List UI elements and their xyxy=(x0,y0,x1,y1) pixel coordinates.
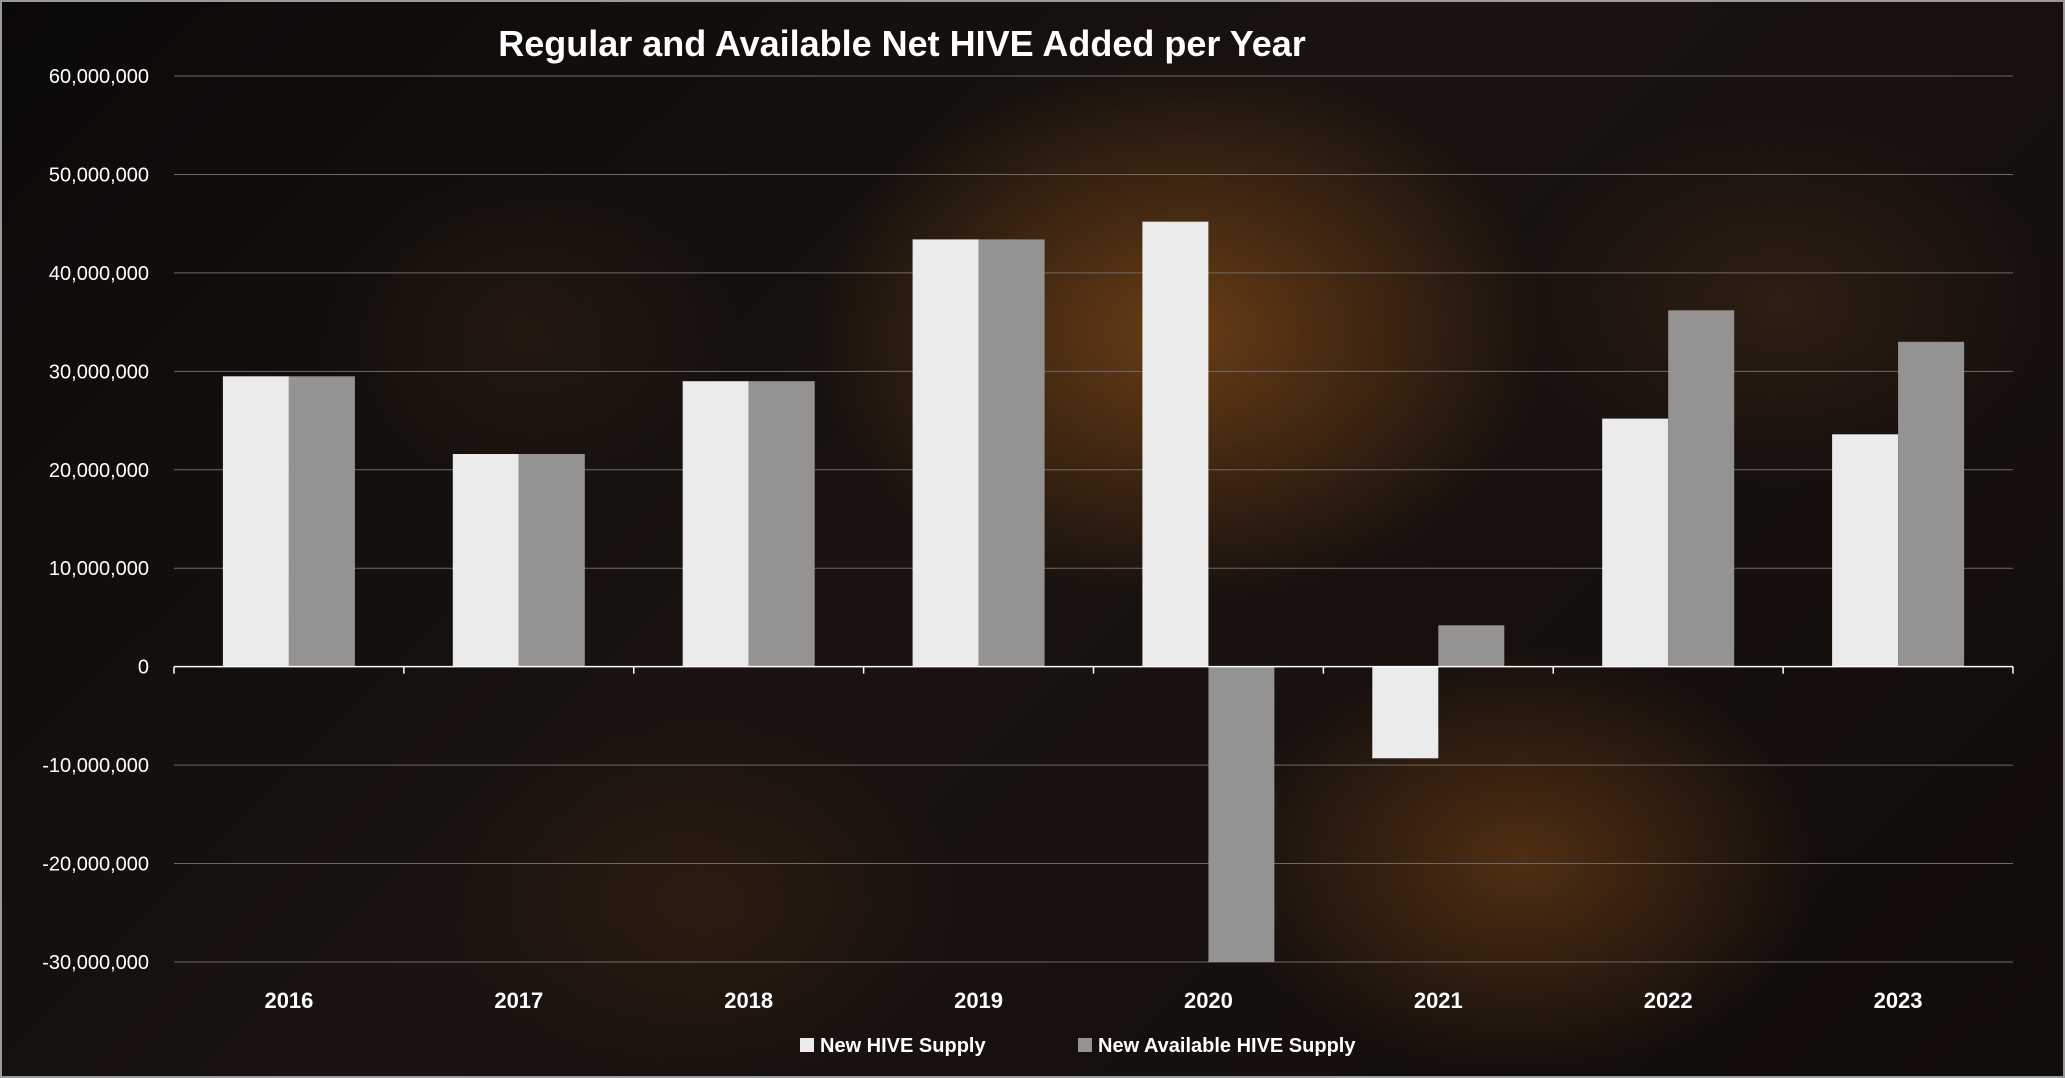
legend: New HIVE Supply New Available HIVE Suppl… xyxy=(800,1035,1356,1057)
bar-new-hive-supply-2019 xyxy=(912,239,979,667)
bar-new-hive-supply-2023 xyxy=(1832,434,1899,667)
y-tick-label: 30,000,000 xyxy=(49,361,149,383)
y-tick-label: 60,000,000 xyxy=(49,66,149,88)
bar-new-hive-supply-2016 xyxy=(222,376,289,667)
bar-new-available-hive-supply-2021 xyxy=(1438,625,1505,667)
bar-new-available-hive-supply-2023 xyxy=(1898,341,1965,667)
bar-new-available-hive-supply-2022 xyxy=(1668,310,1735,667)
y-tick-label: 50,000,000 xyxy=(49,164,149,186)
y-tick-label: 40,000,000 xyxy=(49,263,149,285)
y-tick-label: -20,000,000 xyxy=(42,854,149,876)
x-tick-label: 2017 xyxy=(494,988,543,1013)
bar-new-available-hive-supply-2019 xyxy=(978,239,1045,667)
x-tick-label: 2018 xyxy=(724,988,773,1013)
x-tick-label: 2016 xyxy=(264,988,313,1013)
x-tick-label: 2022 xyxy=(1644,988,1693,1013)
bar-new-available-hive-supply-2017 xyxy=(518,454,585,667)
gridlines xyxy=(174,75,2013,963)
legend-swatch-new-hive-supply xyxy=(800,1038,814,1052)
y-tick-label: -30,000,000 xyxy=(42,952,149,974)
x-axis-tick-labels: 2016 2017 2018 2019 2020 2021 2022 2023 xyxy=(264,988,1922,1013)
x-tick-label: 2023 xyxy=(1874,988,1923,1013)
bar-new-hive-supply-2018 xyxy=(682,381,749,667)
bar-new-hive-supply-2021 xyxy=(1372,666,1439,759)
y-tick-label: 20,000,000 xyxy=(49,460,149,482)
y-tick-label: 0 xyxy=(138,657,149,679)
x-tick-label: 2020 xyxy=(1184,988,1233,1013)
chart-title: Regular and Available Net HIVE Added per… xyxy=(498,23,1306,64)
bar-new-hive-supply-2020 xyxy=(1142,221,1209,667)
x-tick-label: 2019 xyxy=(954,988,1003,1013)
bar-new-available-hive-supply-2020 xyxy=(1208,666,1275,962)
x-axis xyxy=(173,665,2014,674)
y-tick-label: 10,000,000 xyxy=(49,558,149,580)
bar-new-hive-supply-2017 xyxy=(452,454,519,667)
x-tick-label: 2021 xyxy=(1414,988,1463,1013)
bar-new-available-hive-supply-2016 xyxy=(288,376,355,667)
legend-label-new-available-hive-supply: New Available HIVE Supply xyxy=(1098,1035,1356,1057)
bar-new-hive-supply-2022 xyxy=(1602,418,1669,667)
bar-new-available-hive-supply-2018 xyxy=(748,381,815,667)
y-axis-tick-labels: 60,000,000 50,000,000 40,000,000 30,000,000… xyxy=(42,66,149,974)
bars xyxy=(222,221,1965,962)
y-tick-label: -10,000,000 xyxy=(42,755,149,777)
legend-label-new-hive-supply: New HIVE Supply xyxy=(820,1035,986,1057)
legend-swatch-new-available-hive-supply xyxy=(1078,1038,1092,1052)
